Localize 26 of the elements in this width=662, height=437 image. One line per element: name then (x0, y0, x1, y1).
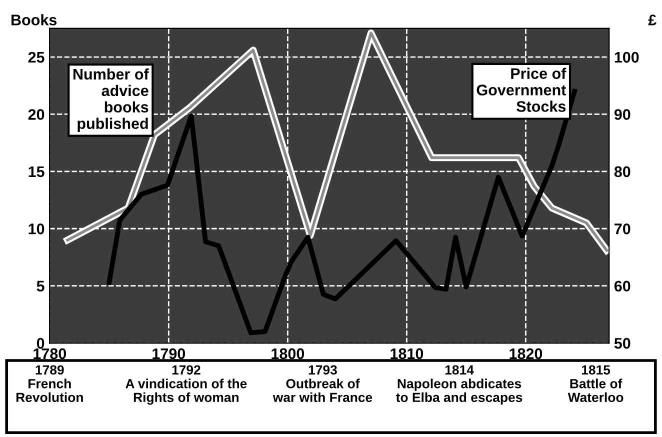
x-tick-label: 1820 (510, 348, 542, 360)
y2-tick-label: 70 (614, 224, 630, 234)
text: 1793 Outbreak of war with France (272, 365, 372, 402)
text: 1814 Napoleon abdicates to Elba and escapes (396, 365, 522, 405)
x-tick-label: 1780 (34, 348, 66, 360)
y-tick-label: 10 (28, 224, 44, 234)
y2-tick-label: 60 (614, 280, 630, 292)
y-tick-label: 25 (28, 52, 44, 63)
x-tick-label: 1810 (390, 348, 424, 360)
x-tick-label: 1800 (272, 348, 304, 360)
y2-tick-label: 50 (614, 338, 630, 349)
text: 1789 French Revolution (16, 365, 83, 402)
y2-axis-title: £ (648, 14, 656, 26)
x-tick-label: 1790 (152, 348, 186, 360)
text: 1815 Battle of Waterloo (568, 365, 624, 402)
y2-tick-label: 80 (614, 166, 630, 178)
y-axis-title: Books (12, 14, 57, 26)
series-label: Number of advice books published (73, 68, 149, 132)
series-label: Price of Government Stocks (476, 68, 566, 112)
y-tick-label: 20 (28, 109, 44, 120)
y-tick-label: 0 (36, 338, 44, 349)
y2-tick-label: 90 (614, 109, 630, 120)
y-tick-label: 15 (28, 166, 44, 178)
text: 1792 A vindication of the Rights of woman (126, 365, 247, 405)
y2-tick-label: 100 (614, 52, 639, 63)
y-tick-label: 5 (36, 280, 44, 292)
